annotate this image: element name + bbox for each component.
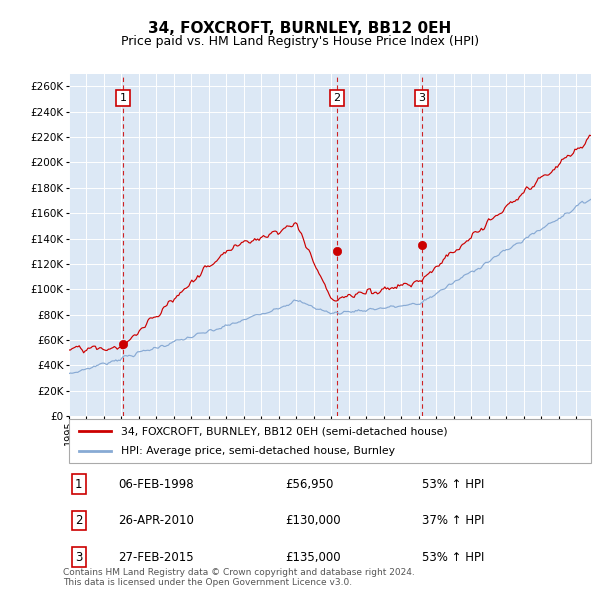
Text: £135,000: £135,000 — [285, 550, 340, 563]
Text: 26-APR-2010: 26-APR-2010 — [118, 514, 194, 527]
Text: 2: 2 — [75, 514, 83, 527]
Text: 53% ↑ HPI: 53% ↑ HPI — [422, 478, 484, 491]
Text: 2: 2 — [334, 93, 341, 103]
Text: 1: 1 — [119, 93, 127, 103]
Text: 1: 1 — [75, 478, 83, 491]
Text: £130,000: £130,000 — [285, 514, 340, 527]
Text: £56,950: £56,950 — [285, 478, 333, 491]
Text: 3: 3 — [75, 550, 83, 563]
FancyBboxPatch shape — [69, 419, 591, 463]
Text: 34, FOXCROFT, BURNLEY, BB12 0EH (semi-detached house): 34, FOXCROFT, BURNLEY, BB12 0EH (semi-de… — [121, 427, 448, 436]
Text: 37% ↑ HPI: 37% ↑ HPI — [422, 514, 485, 527]
Text: 53% ↑ HPI: 53% ↑ HPI — [422, 550, 484, 563]
Text: 3: 3 — [418, 93, 425, 103]
Text: 34, FOXCROFT, BURNLEY, BB12 0EH: 34, FOXCROFT, BURNLEY, BB12 0EH — [148, 21, 452, 35]
Text: Contains HM Land Registry data © Crown copyright and database right 2024.
This d: Contains HM Land Registry data © Crown c… — [63, 568, 415, 587]
Text: HPI: Average price, semi-detached house, Burnley: HPI: Average price, semi-detached house,… — [121, 446, 395, 455]
Text: 27-FEB-2015: 27-FEB-2015 — [118, 550, 194, 563]
Text: 06-FEB-1998: 06-FEB-1998 — [118, 478, 194, 491]
Text: Price paid vs. HM Land Registry's House Price Index (HPI): Price paid vs. HM Land Registry's House … — [121, 35, 479, 48]
